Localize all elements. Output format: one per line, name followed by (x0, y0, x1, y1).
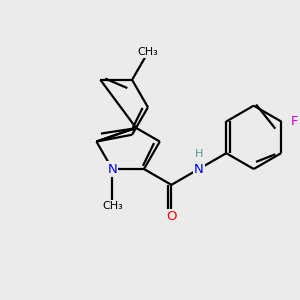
Text: O: O (166, 210, 177, 223)
Text: F: F (291, 115, 298, 128)
Text: CH₃: CH₃ (137, 47, 158, 57)
Text: H: H (195, 149, 203, 159)
Text: N: N (194, 163, 204, 176)
Text: N: N (107, 163, 117, 176)
Text: CH₃: CH₃ (102, 201, 123, 211)
